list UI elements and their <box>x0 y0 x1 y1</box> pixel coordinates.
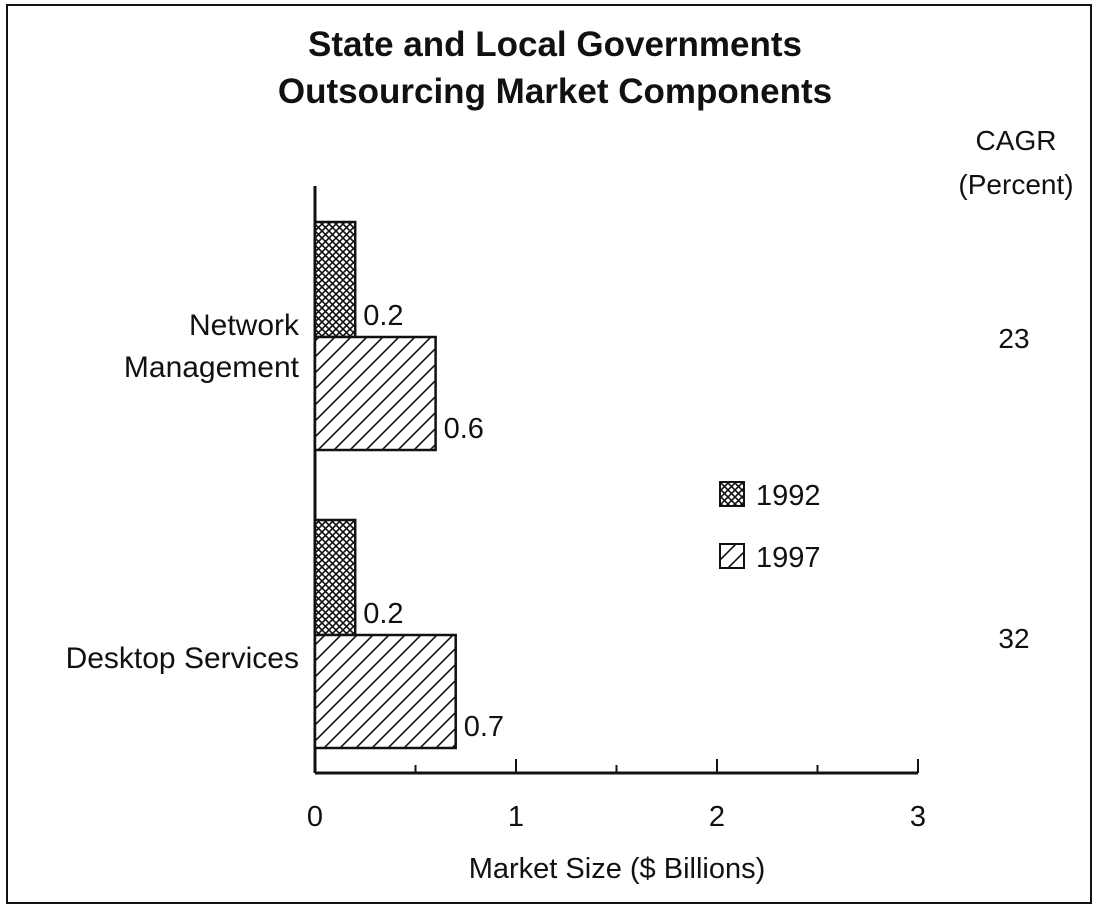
bar-1992-network-management <box>313 220 357 339</box>
chart-subtitle: Outsourcing Market Components <box>278 72 832 111</box>
value-label: 0.7 <box>464 711 504 743</box>
legend-label-1992: 1992 <box>756 480 821 512</box>
category-label-management: Management <box>124 351 300 384</box>
category-label-network: Network <box>189 309 300 342</box>
plot-area: 0 1 2 30.20.6NetworkManagement230.20.7Deskt… <box>66 186 1030 833</box>
value-label: 0.2 <box>363 300 403 332</box>
x-tick-label: 2 <box>709 801 725 833</box>
bar-1997-network-management <box>313 335 437 452</box>
value-label: 0.2 <box>363 598 403 630</box>
bar-1992-desktop-services <box>313 518 357 637</box>
category-label-desktop-services: Desktop Services <box>66 642 299 675</box>
legend-swatch-1997 <box>719 543 745 569</box>
cagr-header-line1: CAGR <box>976 125 1057 156</box>
legend-label-1997: 1997 <box>756 542 821 574</box>
x-tick-label: 1 <box>508 801 524 833</box>
value-label: 0.6 <box>444 413 484 445</box>
legend: 1992 1997 <box>719 480 821 574</box>
chart-title: State and Local Governments <box>308 25 802 64</box>
legend-swatch-1992 <box>719 481 745 507</box>
x-tick-label: 0 <box>307 801 323 833</box>
cagr-header-line2: (Percent) <box>958 169 1073 200</box>
bar-1997-desktop-services <box>313 633 457 750</box>
x-axis-title: Market Size ($ Billions) <box>469 853 766 885</box>
chart-frame <box>6 4 1092 904</box>
cagr-value: 23 <box>998 323 1029 354</box>
cagr-value: 32 <box>998 623 1029 654</box>
x-tick-label: 3 <box>910 801 926 833</box>
